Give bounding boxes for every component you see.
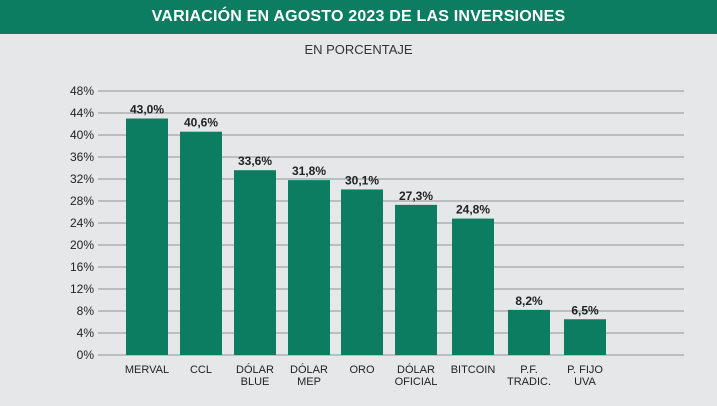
chart-title: VARIACIÓN EN AGOSTO 2023 DE LAS INVERSIO… <box>0 0 717 34</box>
y-tick-label: 24% <box>70 216 94 230</box>
bar <box>395 204 437 355</box>
y-tick-label: 32% <box>70 172 94 186</box>
y-tick-label: 40% <box>70 128 94 142</box>
chart-subtitle: EN PORCENTAJE <box>304 42 413 57</box>
y-tick-label: 44% <box>70 106 94 120</box>
bar <box>234 170 276 355</box>
bar-value-label: 24,8% <box>456 203 490 217</box>
bar-value-label: 43,0% <box>130 103 164 117</box>
y-tick-label: 48% <box>70 84 94 98</box>
bar-value-label: 8,2% <box>515 294 543 308</box>
category-label: BITCOIN <box>451 364 496 376</box>
y-tick-label: 28% <box>70 194 94 208</box>
bar <box>341 189 383 355</box>
bar <box>180 131 222 355</box>
bar <box>126 118 168 355</box>
category-labels: MERVAL CCL DÓLAR BLUE DÓLAR MEP ORO DÓLAR OFICIA… <box>125 363 603 388</box>
category-label: P.F. TRADIC. <box>507 364 551 388</box>
bars <box>126 118 606 355</box>
y-axis-ticks: 0% 4% 8% 12% 16% 20% 24% 28% 32% 36% 40% 44% 48% <box>70 84 94 362</box>
y-tick-label: 8% <box>77 304 95 318</box>
y-tick-label: 36% <box>70 150 94 164</box>
bar <box>508 309 550 355</box>
value-labels: 43,0% 40,6% 33,6% 31,8% 30,1% 27,3% 24,8% 8,2% 6… <box>130 103 599 318</box>
y-tick-label: 20% <box>70 238 94 252</box>
y-tick-label: 16% <box>70 260 94 274</box>
y-tick-label: 4% <box>77 326 95 340</box>
bar-value-label: 27,3% <box>399 189 433 203</box>
category-label: DÓLAR BLUE <box>236 363 274 388</box>
category-label: CCL <box>190 364 212 376</box>
bar-value-label: 30,1% <box>345 173 379 187</box>
bar <box>564 319 606 355</box>
bar-value-label: 31,8% <box>292 164 326 178</box>
bar-value-label: 40,6% <box>184 116 218 130</box>
category-label: ORO <box>349 364 375 376</box>
bar-value-label: 6,5% <box>571 303 599 317</box>
y-tick-label: 12% <box>70 282 94 296</box>
category-label: DÓLAR OFICIAL <box>395 363 438 388</box>
bar <box>288 180 330 355</box>
bar-value-label: 33,6% <box>238 154 272 168</box>
y-tick-label: 0% <box>77 348 95 362</box>
category-label: P. FIJO UVA <box>567 364 603 388</box>
category-label: DÓLAR MEP <box>290 363 328 388</box>
category-label: MERVAL <box>125 364 169 376</box>
bar <box>452 218 494 355</box>
